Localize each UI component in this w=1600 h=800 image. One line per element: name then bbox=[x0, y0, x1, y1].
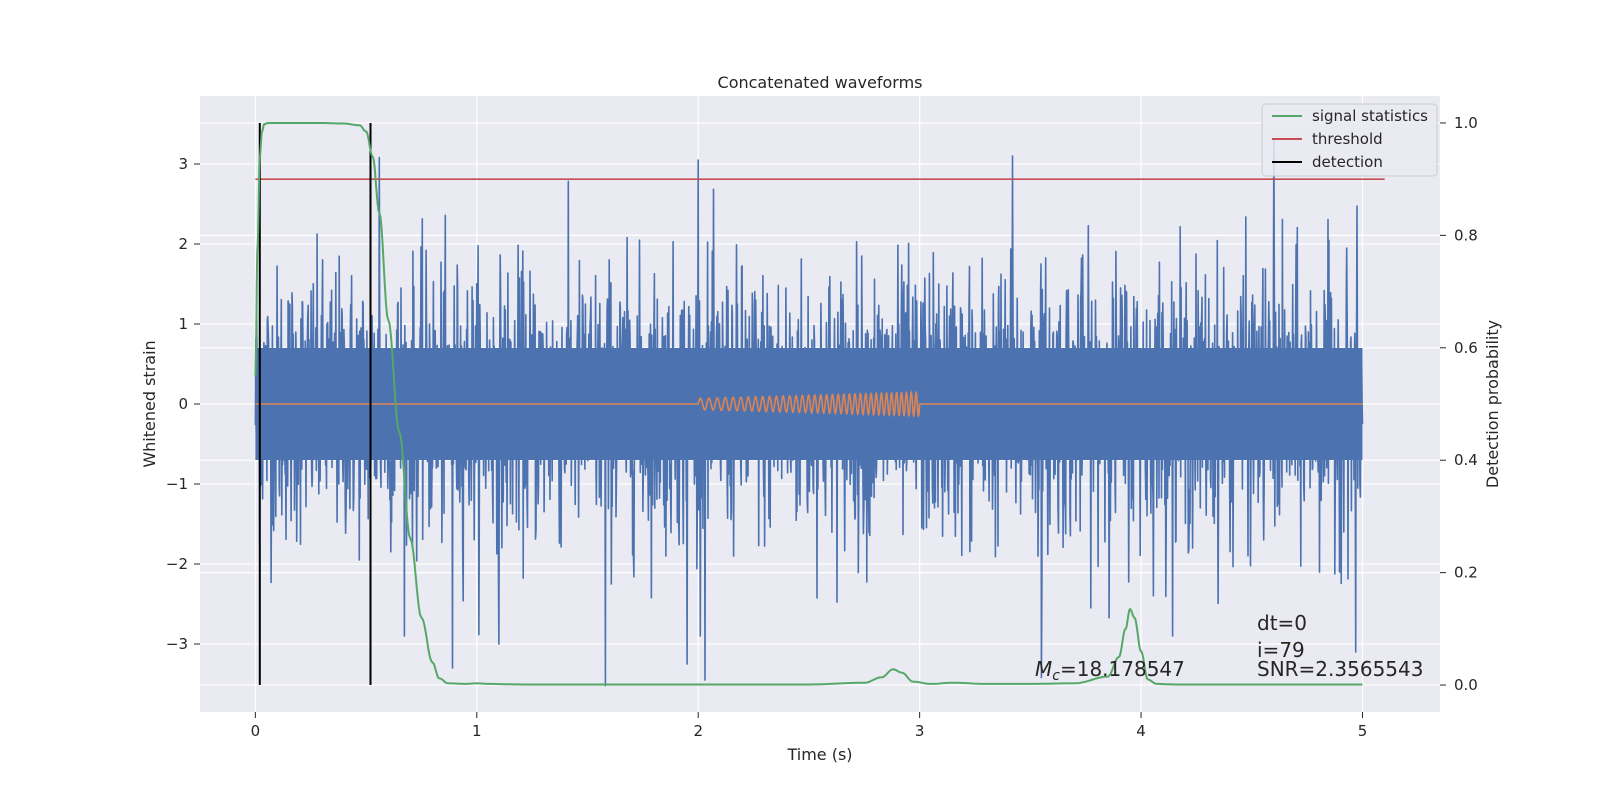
y-tick-label-3: 0 bbox=[178, 395, 188, 413]
y2-tick-label-3: 0.6 bbox=[1454, 339, 1478, 357]
y2-tick-label-0: 0.0 bbox=[1454, 676, 1478, 694]
x-tick-label-3: 3 bbox=[915, 722, 925, 740]
annotation-chirp-mass-subscript: c bbox=[1052, 668, 1060, 684]
chart-title: Concatenated waveforms bbox=[718, 73, 923, 92]
x-tick-label-0: 0 bbox=[251, 722, 261, 740]
legend: signal statistics threshold detection bbox=[1261, 103, 1438, 177]
plot-content bbox=[254, 122, 1385, 687]
legend-label-threshold: threshold bbox=[1312, 130, 1383, 148]
y2-tick-label-2: 0.4 bbox=[1454, 451, 1478, 469]
y2-tick-label-5: 1.0 bbox=[1454, 114, 1478, 132]
annotation-chirp-mass: Mc=18.178547 bbox=[1035, 657, 1185, 684]
y-tick-label-4: 1 bbox=[178, 315, 188, 333]
x-tick-label-4: 4 bbox=[1136, 722, 1146, 740]
annotation-snr: SNR=2.3565543 bbox=[1257, 657, 1423, 681]
signal-statistics-line bbox=[254, 122, 1363, 686]
injection-chirp-line bbox=[255, 389, 1363, 418]
y-tick-label-1: −2 bbox=[166, 555, 188, 573]
y-axis-label: Whitened strain bbox=[140, 340, 159, 467]
annotation-chirp-mass-value: =18.178547 bbox=[1060, 657, 1185, 681]
legend-label-detection: detection bbox=[1312, 153, 1383, 171]
x-axis-label: Time (s) bbox=[786, 745, 852, 764]
legend-label-signal-statistics: signal statistics bbox=[1312, 107, 1428, 125]
y-tick-label-6: 3 bbox=[178, 155, 188, 173]
legend-box bbox=[1261, 103, 1438, 177]
annotation-chirp-mass-symbol: M bbox=[1035, 657, 1052, 681]
x-tick-label-1: 1 bbox=[472, 722, 482, 740]
x-tick-label-5: 5 bbox=[1358, 722, 1368, 740]
x-tick-label-2: 2 bbox=[693, 722, 703, 740]
y2-tick-label-4: 0.8 bbox=[1454, 226, 1478, 244]
y2-axis-label: Detection probability bbox=[1483, 320, 1502, 488]
axes: 0 1 2 3 4 5 −3 −2 −1 0 1 2 3 0.0 0.2 0.4 0.6 0.8 1.0 bbox=[166, 114, 1478, 740]
y-tick-label-5: 2 bbox=[178, 235, 188, 253]
y-tick-label-2: −1 bbox=[166, 475, 188, 493]
annotation-dt: dt=0 bbox=[1257, 611, 1307, 635]
y2-tick-label-1: 0.2 bbox=[1454, 564, 1478, 582]
y-tick-label-0: −3 bbox=[166, 635, 188, 653]
annotation-i: i=79 bbox=[1257, 638, 1305, 662]
